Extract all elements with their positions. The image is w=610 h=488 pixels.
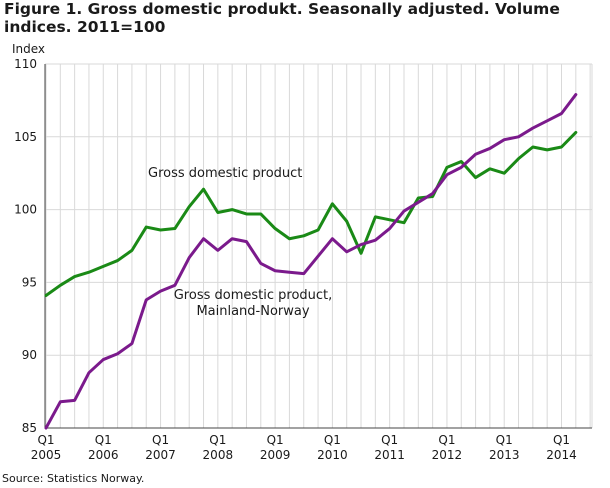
x-tick-label-year: 2009 xyxy=(260,448,291,462)
x-tick-label-year: 2012 xyxy=(432,448,463,462)
x-tick-label-quarter: Q1 xyxy=(496,433,513,447)
series-annotation-1: Mainland-Norway xyxy=(196,304,309,319)
series-lines xyxy=(44,93,578,430)
series-line-0 xyxy=(44,130,578,297)
y-tick-label: 100 xyxy=(14,203,37,217)
x-tick-label-quarter: Q1 xyxy=(553,433,570,447)
series-annotation-0: Gross domestic product xyxy=(148,166,302,181)
x-tick-label-year: 2006 xyxy=(88,448,119,462)
x-tick-label-year: 2010 xyxy=(317,448,348,462)
x-tick-label-quarter: Q1 xyxy=(438,433,455,447)
source-note: Source: Statistics Norway. xyxy=(2,472,145,485)
x-tick-label-year: 2011 xyxy=(374,448,405,462)
tick-labels: 859095100105110Q12005Q12006Q12007Q12008Q… xyxy=(14,57,577,462)
x-tick-label-year: 2008 xyxy=(203,448,234,462)
chart-title: Figure 1. Gross domestic produkt. Season… xyxy=(4,0,560,36)
x-tick-label-year: 2007 xyxy=(145,448,176,462)
y-axis-label: Index xyxy=(12,42,46,56)
x-tick-label-quarter: Q1 xyxy=(152,433,169,447)
x-tick-label-year: 2014 xyxy=(546,448,577,462)
y-tick-label: 85 xyxy=(22,421,37,435)
y-tick-label: 110 xyxy=(14,57,37,71)
x-tick-label-year: 2013 xyxy=(489,448,520,462)
x-tick-label-quarter: Q1 xyxy=(37,433,54,447)
y-tick-label: 95 xyxy=(22,275,37,289)
series-line-1 xyxy=(44,93,578,430)
gridlines xyxy=(45,63,593,429)
y-tick-label: 90 xyxy=(22,348,37,362)
x-tick-label-quarter: Q1 xyxy=(381,433,398,447)
x-tick-label-quarter: Q1 xyxy=(267,433,284,447)
series-annotation-1: Gross domestic product, xyxy=(174,288,333,303)
x-tick-label-year: 2005 xyxy=(31,448,62,462)
x-tick-label-quarter: Q1 xyxy=(95,433,112,447)
y-tick-label: 105 xyxy=(14,130,37,144)
x-tick-label-quarter: Q1 xyxy=(324,433,341,447)
annotations: Gross domestic product Gross domestic pro… xyxy=(148,166,332,319)
axes xyxy=(44,64,592,429)
x-tick-label-quarter: Q1 xyxy=(209,433,226,447)
